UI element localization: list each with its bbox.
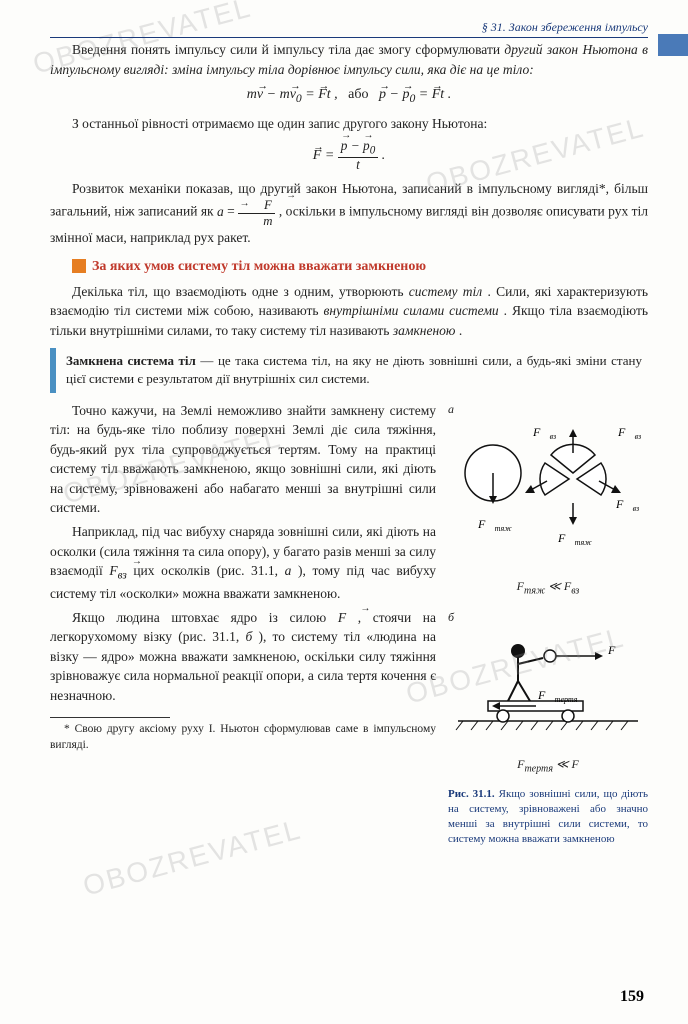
paragraph: Точно кажучи, на Землі неможливо знайти … xyxy=(50,401,436,518)
svg-text:F⃗вз: F⃗вз xyxy=(617,425,641,441)
caption-label: Рис. 31.1. xyxy=(448,788,495,800)
definition-box: Замкнена система тіл — це така система т… xyxy=(50,348,648,392)
text-italic: замкненою xyxy=(393,323,456,338)
formula-force: F = p − p0 t . xyxy=(50,139,648,172)
section-heading: За яких умов систему тіл можна вважати з… xyxy=(50,257,648,277)
text-italic: систему тіл xyxy=(409,284,482,299)
body-content: Введення понять імпульсу сили й імпульсу… xyxy=(50,40,648,846)
svg-text:F⃗тертя: F⃗тертя xyxy=(537,688,578,704)
text: Якщо людина штовхає ядро із силою xyxy=(72,610,338,625)
page-number: 159 xyxy=(620,988,644,1006)
figure-sublabel-a: а xyxy=(448,401,648,418)
text: . xyxy=(459,323,462,338)
paragraph: Наприклад, під час вибуху снаряда зовніш… xyxy=(50,522,436,604)
footnote: * Свою другу аксіому руху І. Ньютон сфор… xyxy=(50,722,436,753)
text-italic: внутрішніми силами системи xyxy=(324,303,499,318)
running-header: § 31. Закон збереження імпульсу xyxy=(50,20,648,35)
textbook-page: OBOZREVATEL OBOZREVATEL OBOZREVATEL OBOZ… xyxy=(0,0,688,1024)
header-rule xyxy=(50,37,648,38)
figure-a-explosion: F⃗вз F⃗вз F⃗вз F⃗тяж F⃗тяж xyxy=(448,418,648,568)
footnote-rule xyxy=(50,717,170,718)
paragraph: Введення понять імпульсу сили й імпульсу… xyxy=(50,40,648,79)
text-italic: б xyxy=(245,629,252,644)
section-marker-icon xyxy=(72,259,86,273)
svg-text:F⃗вз: F⃗вз xyxy=(532,425,556,441)
header-tab xyxy=(658,34,688,56)
definition-term: Замкнена система тіл xyxy=(66,353,196,368)
figure-condition-a: Fтяж ≪ Fвз xyxy=(448,578,648,599)
text-column: Точно кажучи, на Землі неможливо знайти … xyxy=(50,401,436,847)
formula-newton-impulse: mv − mv0 = Ft , або p − p0 = Ft . xyxy=(50,85,648,108)
svg-text:F⃗: F⃗ xyxy=(607,643,625,657)
text: або xyxy=(348,87,368,102)
heading-text: За яких умов систему тіл можна вважати з… xyxy=(92,259,426,274)
figure-column: а xyxy=(448,401,648,847)
svg-text:F⃗вз: F⃗вз xyxy=(615,497,639,513)
text: Введення понять імпульсу сили й імпульсу… xyxy=(72,42,504,57)
text-italic: а xyxy=(285,563,292,578)
figure-condition-b: Fтертя ≪ F xyxy=(448,756,648,777)
paragraph: Декілька тіл, що взаємодіють одне з одни… xyxy=(50,282,648,341)
two-column-layout: Точно кажучи, на Землі неможливо знайти … xyxy=(50,401,648,847)
paragraph: Якщо людина штовхає ядро із силою F , ст… xyxy=(50,608,436,706)
figure-b-cart: F⃗ F⃗тертя xyxy=(448,626,648,746)
svg-text:F⃗тяж: F⃗тяж xyxy=(477,517,512,533)
paragraph: Розвиток механіки показав, що другий зак… xyxy=(50,179,648,247)
text: Декілька тіл, що взаємодіють одне з одни… xyxy=(72,284,409,299)
figure-caption: Рис. 31.1. Якщо зовнішні сили, що діють … xyxy=(448,787,648,846)
text: цих осколків (рис. 31.1, xyxy=(133,563,284,578)
figure-sublabel-b: б xyxy=(448,609,648,626)
svg-text:F⃗тяж: F⃗тяж xyxy=(557,531,592,547)
